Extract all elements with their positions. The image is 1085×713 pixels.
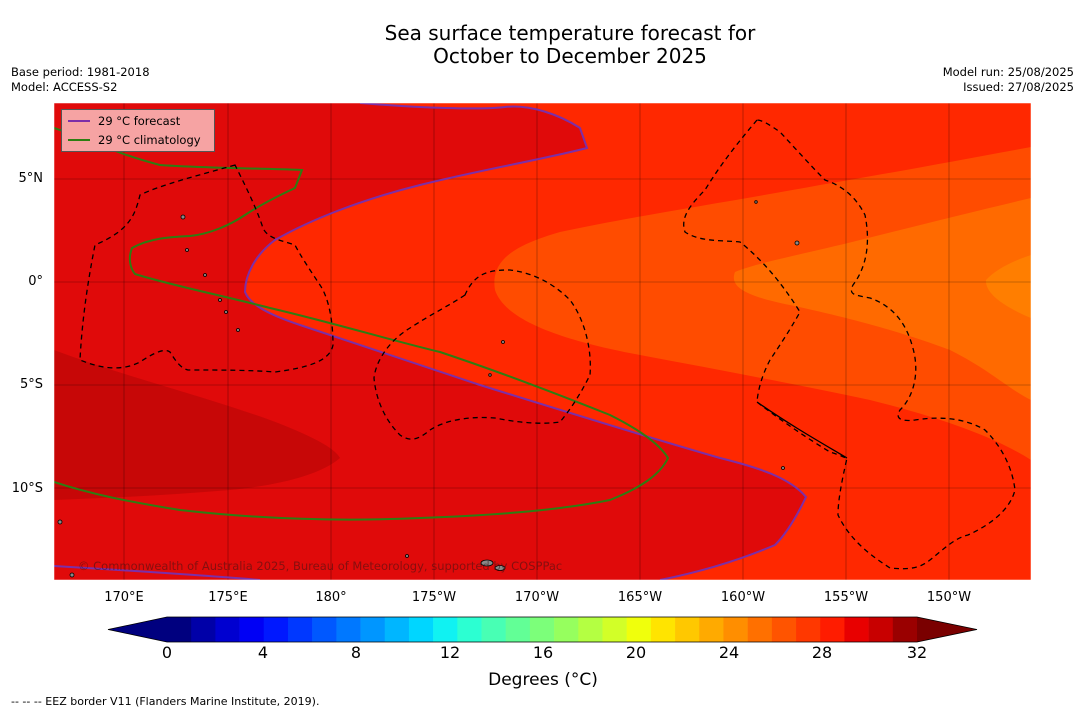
colorbar-segment <box>433 617 458 642</box>
map-title: Sea surface temperature forecast for Oct… <box>0 22 1085 68</box>
colorbar-outline <box>107 616 978 643</box>
colorbar-segment <box>167 617 192 642</box>
climatology-29c-contour <box>54 127 670 521</box>
colorbar-segment <box>457 617 482 642</box>
legend-item-forecast: 29 °C forecast <box>68 113 180 129</box>
base-period: Base period: 1981-2018 <box>11 65 150 79</box>
eez-border-solid-segment <box>756 401 848 459</box>
colorbar-segment <box>844 617 869 642</box>
legend-item-climatology: 29 °C climatology <box>68 132 201 148</box>
lat-label-0: 0° <box>28 274 43 289</box>
forecast-line-swatch <box>68 120 90 122</box>
colorbar-segment <box>699 617 724 642</box>
colorbar-segment <box>820 617 845 642</box>
colorbar-tick-4: 4 <box>257 643 269 662</box>
sst-band-27-28 <box>494 147 1031 460</box>
colorbar-segment <box>505 617 531 642</box>
colorbar-segment <box>796 617 821 642</box>
forecast-29c-contour <box>54 103 808 580</box>
colorbar-segment <box>747 617 773 642</box>
lon-label-180: 180° <box>315 590 347 605</box>
legend-climatology-label: 29 °C climatology <box>98 133 201 147</box>
colorbar-tick-32: 32 <box>906 643 928 662</box>
eez-borders <box>79 119 1016 570</box>
colorbar-segment <box>384 617 410 642</box>
colorbar-segment <box>602 617 627 642</box>
climatology-line-swatch <box>68 139 90 141</box>
lon-label-165w: 165°W <box>617 590 663 605</box>
lon-label-175w: 175°W <box>411 590 457 605</box>
colorbar-tick-0: 0 <box>161 643 173 662</box>
colorbar-segment <box>771 617 797 642</box>
sst-band-25-26 <box>985 255 1031 318</box>
colorbar-segment <box>868 617 894 642</box>
colorbar-segment <box>239 617 265 642</box>
colorbar-segment <box>723 617 748 642</box>
colorbar-segment <box>892 617 918 642</box>
colorbar-segment <box>408 617 434 642</box>
colorbar-segment <box>336 617 361 642</box>
colorbar-segment <box>191 617 216 642</box>
lon-label-150w: 150°W <box>926 590 972 605</box>
map-frame <box>53 102 1032 581</box>
sst-band-30-31 <box>54 350 340 500</box>
eez-footnote: -- -- -- EEZ border V11 (Flanders Marine… <box>11 695 320 708</box>
copyright-notice: © Commonwealth of Australia 2025, Bureau… <box>78 559 563 573</box>
model-run: Model run: 25/08/2025 <box>942 65 1074 79</box>
colorbar-segment <box>578 617 603 642</box>
colorbar-tick-12: 12 <box>439 643 461 662</box>
colorbar-tick-8: 8 <box>350 643 362 662</box>
colorbar-segment <box>554 617 579 642</box>
colorbar-tick-24: 24 <box>718 643 740 662</box>
lon-label-170w: 170°W <box>514 590 560 605</box>
lon-label-160w: 160°W <box>720 590 766 605</box>
colorbar-tick-16: 16 <box>532 643 554 662</box>
colorbar-segment <box>650 617 676 642</box>
colorbar-segment <box>675 617 700 642</box>
meta-right: Model run: 25/08/2025 Issued: 27/08/2025 <box>943 65 1074 95</box>
lon-label-175e: 175°E <box>208 590 248 605</box>
colorbar <box>107 616 978 643</box>
map-area <box>54 103 1031 580</box>
colorbar-segment <box>215 617 240 642</box>
colorbar-extend-low <box>108 617 167 642</box>
legend-forecast-label: 29 °C forecast <box>98 114 181 128</box>
colorbar-segment <box>626 617 652 642</box>
colorbar-tick-28: 28 <box>811 643 833 662</box>
colorbar-segment <box>481 617 507 642</box>
colorbar-tick-20: 20 <box>625 643 647 662</box>
legend: 29 °C forecast 29 °C climatology <box>61 109 215 152</box>
model-name: Model: ACCESS-S2 <box>11 80 118 94</box>
title-line-1: Sea surface temperature forecast for <box>384 21 756 45</box>
graticule <box>54 103 1031 580</box>
islands <box>57 200 800 578</box>
colorbar-title: Degrees (°C) <box>488 670 598 690</box>
lat-label-5s: 5°S <box>19 377 43 392</box>
colorbar-segment <box>287 617 313 642</box>
lat-label-10s: 10°S <box>11 481 43 496</box>
colorbar-segment <box>263 617 289 642</box>
colorbar-segment <box>360 617 386 642</box>
colorbar-extend-high <box>917 617 977 642</box>
colorbar-segment <box>312 617 337 642</box>
lon-label-170e: 170°E <box>104 590 144 605</box>
lat-label-5n: 5°N <box>18 171 44 186</box>
issued-date: Issued: 27/08/2025 <box>963 80 1074 94</box>
sst-band-26-27 <box>733 198 1031 400</box>
lon-label-155w: 155°W <box>823 590 869 605</box>
title-line-2: October to December 2025 <box>433 44 707 68</box>
meta-left: Base period: 1981-2018 Model: ACCESS-S2 <box>11 65 150 95</box>
colorbar-segment <box>529 617 555 642</box>
